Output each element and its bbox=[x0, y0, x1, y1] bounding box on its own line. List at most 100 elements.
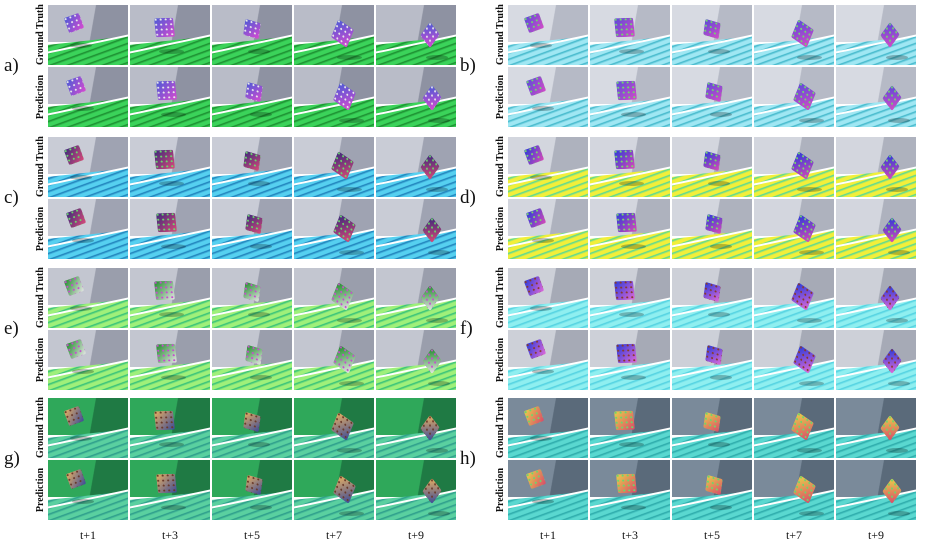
object-shadow bbox=[72, 106, 94, 111]
object-shadow bbox=[159, 49, 184, 54]
scene-frame bbox=[294, 330, 374, 390]
object-shadow bbox=[799, 118, 824, 123]
scene-wall bbox=[508, 199, 588, 237]
row-label-ground-truth: Ground Truth bbox=[495, 136, 506, 197]
scene-frame bbox=[754, 67, 834, 127]
row-label-ground-truth: Ground Truth bbox=[35, 4, 46, 65]
scene-wall bbox=[48, 199, 128, 237]
scene-frame bbox=[48, 398, 128, 458]
scene-frame bbox=[294, 199, 374, 259]
scene-wall bbox=[508, 460, 588, 498]
object-shadow bbox=[799, 250, 824, 255]
object-shadow bbox=[708, 181, 730, 186]
object-shadow bbox=[710, 505, 732, 510]
scene-wall bbox=[48, 5, 128, 43]
object-shadow bbox=[708, 49, 730, 54]
object-shadow bbox=[532, 106, 554, 111]
scene-frame bbox=[294, 67, 374, 127]
scene-frame bbox=[48, 5, 128, 65]
object-shadow bbox=[161, 375, 186, 380]
object-shadow bbox=[888, 250, 910, 255]
object-shadow bbox=[428, 250, 450, 255]
object-shadow bbox=[159, 181, 184, 186]
row-label-prediction: Prediction bbox=[35, 206, 46, 252]
scene-frame bbox=[212, 398, 292, 458]
scene-frame bbox=[508, 398, 588, 458]
scene-frame bbox=[294, 268, 374, 328]
scene-frame bbox=[48, 137, 128, 197]
object-shadow bbox=[888, 381, 910, 386]
object-shadow bbox=[339, 511, 364, 516]
object-shadow bbox=[159, 312, 184, 317]
row-label-prediction: Prediction bbox=[495, 467, 506, 513]
object-shadow bbox=[161, 244, 186, 249]
object-shadow bbox=[248, 49, 270, 54]
scene-frame bbox=[130, 67, 210, 127]
object-shadow bbox=[72, 369, 94, 374]
scene-frame bbox=[754, 137, 834, 197]
particle-object bbox=[616, 473, 637, 494]
scene-wall bbox=[508, 268, 588, 306]
scene-wall bbox=[836, 330, 916, 368]
scene-frame bbox=[754, 398, 834, 458]
scene-frame bbox=[590, 330, 670, 390]
object-shadow bbox=[621, 112, 646, 117]
object-shadow bbox=[250, 375, 272, 380]
object-shadow bbox=[530, 436, 552, 441]
object-shadow bbox=[708, 442, 730, 447]
scene-frame bbox=[376, 199, 456, 259]
scene-frame bbox=[590, 67, 670, 127]
scene-wall bbox=[508, 398, 588, 436]
scene-frame bbox=[754, 460, 834, 520]
object-shadow bbox=[339, 381, 364, 386]
scene-wall bbox=[376, 5, 456, 43]
row-label-ground-truth: Ground Truth bbox=[35, 267, 46, 328]
particle-object bbox=[154, 149, 175, 170]
object-shadow bbox=[70, 175, 92, 180]
scene-wall bbox=[376, 137, 456, 175]
panel-label: d) bbox=[460, 187, 476, 208]
scene-wall bbox=[48, 268, 128, 306]
panel-label: e) bbox=[4, 318, 19, 339]
scene-frame bbox=[754, 199, 834, 259]
object-shadow bbox=[797, 187, 822, 192]
object-shadow bbox=[621, 375, 646, 380]
time-step-label: t+9 bbox=[867, 528, 885, 542]
scene-frame bbox=[672, 330, 752, 390]
object-shadow bbox=[72, 499, 94, 504]
particle-object bbox=[616, 343, 637, 364]
scene-wall bbox=[836, 67, 916, 105]
scene-frame bbox=[508, 5, 588, 65]
object-shadow bbox=[530, 175, 552, 180]
time-step-label: t+9 bbox=[407, 528, 425, 542]
scene-frame bbox=[376, 5, 456, 65]
object-shadow bbox=[621, 505, 646, 510]
scene-frame bbox=[212, 460, 292, 520]
object-shadow bbox=[248, 442, 270, 447]
scene-frame bbox=[590, 268, 670, 328]
scene-wall bbox=[376, 268, 456, 306]
scene-wall bbox=[836, 5, 916, 43]
object-shadow bbox=[426, 187, 448, 192]
scene-frame bbox=[48, 268, 128, 328]
scene-frame bbox=[376, 268, 456, 328]
object-shadow bbox=[248, 181, 270, 186]
object-shadow bbox=[888, 511, 910, 516]
scene-frame bbox=[590, 460, 670, 520]
object-shadow bbox=[532, 238, 554, 243]
particle-object bbox=[614, 149, 635, 170]
object-shadow bbox=[161, 112, 186, 117]
object-shadow bbox=[70, 306, 92, 311]
scene-frame bbox=[836, 268, 916, 328]
object-shadow bbox=[339, 250, 364, 255]
object-shadow bbox=[619, 181, 644, 186]
object-shadow bbox=[797, 448, 822, 453]
object-shadow bbox=[248, 312, 270, 317]
object-shadow bbox=[428, 118, 450, 123]
scene-frame bbox=[376, 398, 456, 458]
scene-wall bbox=[508, 330, 588, 368]
scene-frame bbox=[508, 268, 588, 328]
scene-frame bbox=[672, 199, 752, 259]
object-shadow bbox=[886, 448, 908, 453]
object-shadow bbox=[250, 244, 272, 249]
